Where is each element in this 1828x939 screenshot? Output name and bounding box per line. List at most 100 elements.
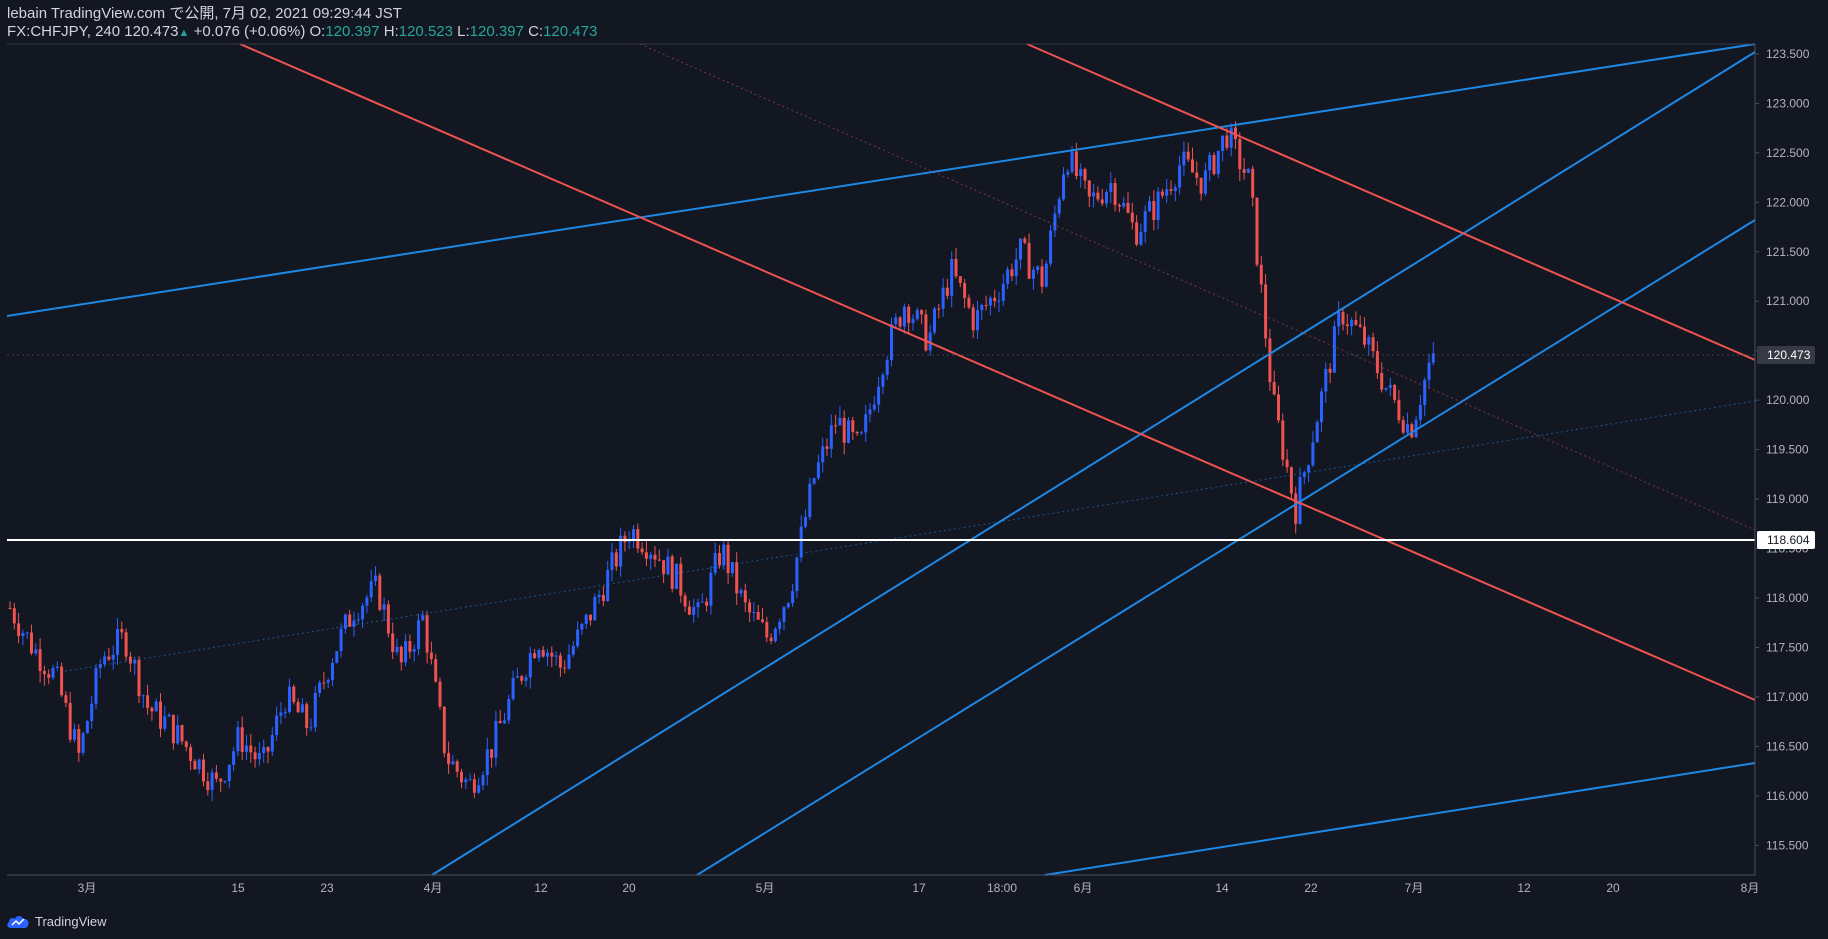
candle-body (550, 652, 554, 657)
candles (8, 121, 1435, 802)
candle-body (206, 781, 210, 791)
candle-body (42, 670, 46, 675)
candle-body (296, 702, 300, 713)
x-tick-label: 7月 (1405, 881, 1424, 895)
symbol[interactable]: FX:CHFJPY, 240 (7, 23, 121, 40)
candle-body (644, 552, 648, 559)
candle-body (988, 297, 992, 306)
candle-body (275, 715, 279, 735)
candle-body (12, 608, 16, 624)
trendline-red-upper[interactable] (1026, 43, 1756, 361)
candle-body (103, 656, 107, 665)
candle-body (1234, 127, 1237, 140)
candle-body (511, 677, 515, 700)
candle-body (1117, 204, 1121, 207)
trendline-blue-top[interactable] (6, 43, 1756, 317)
trendline-red-lower[interactable] (239, 43, 1756, 701)
candle-body (687, 606, 691, 615)
candle-body (752, 611, 756, 613)
candle-body (941, 287, 945, 309)
candle-body (834, 425, 838, 427)
candle-body (881, 374, 885, 387)
candle-body (662, 560, 666, 575)
candle-body (928, 332, 932, 351)
candle-body (679, 563, 683, 596)
candle-body (171, 714, 175, 744)
candle-body (1165, 189, 1169, 196)
candle-body (1298, 476, 1302, 524)
candle-body (1281, 420, 1285, 460)
trendline-blue-middle[interactable] (431, 51, 1756, 876)
candle-body (864, 414, 868, 433)
candle-body (902, 306, 906, 327)
candle-body (507, 699, 511, 721)
candle-body (666, 556, 670, 575)
candle-body (795, 557, 799, 592)
candle-body (1135, 222, 1139, 245)
candle-body (696, 602, 700, 608)
candle-body (1393, 384, 1397, 400)
candle-body (399, 646, 403, 663)
trendline-blue-lower[interactable] (696, 219, 1756, 876)
candle-body (451, 761, 455, 765)
candle-body (825, 446, 829, 449)
candle-body (150, 707, 154, 712)
candle-body (675, 563, 678, 589)
candle-body (842, 417, 846, 443)
trendline-blue-bottom[interactable] (1044, 762, 1756, 876)
candle-body (761, 619, 764, 622)
candle-body (1122, 202, 1126, 207)
candle-body (21, 632, 25, 637)
time-axis[interactable]: 3月 15 23 4月 12 20 5月 17 18:00 6月 14 22 7月 12 20 8月 (78, 881, 1760, 895)
candle-body (1062, 174, 1065, 200)
candle-body (1083, 169, 1087, 181)
x-tick-label: 20 (622, 881, 636, 895)
candle-body (1320, 391, 1323, 423)
candle-body (64, 695, 68, 703)
candle-body (1113, 183, 1117, 205)
candle-body (159, 701, 162, 729)
candle-body (1345, 324, 1349, 327)
candle-body (554, 655, 558, 657)
candle-body (464, 779, 468, 783)
x-tick-label: 8月 (1741, 881, 1760, 895)
candle-body (1221, 135, 1225, 151)
low-value: 120.397 (469, 23, 524, 40)
y-tick-label: 119.500 (1766, 443, 1809, 457)
tradingview-brand[interactable]: TradingView (6, 914, 107, 929)
candle-body (1431, 353, 1435, 363)
publish-line: lebain TradingView.com で公開, 7月 02, 2021 … (7, 5, 402, 22)
candle-body (227, 764, 231, 782)
candle-body (335, 651, 339, 663)
candle-body (1208, 154, 1212, 171)
candle-body (447, 753, 451, 765)
tradingview-cloud-icon (7, 916, 29, 928)
candle-body (773, 628, 777, 642)
candle-body (292, 686, 296, 703)
candle-body (1238, 139, 1242, 170)
candle-body (369, 581, 373, 598)
x-tick-label: 18:00 (987, 881, 1017, 895)
candle-body (541, 650, 545, 657)
candle-body (1380, 372, 1384, 390)
candle-body (382, 604, 386, 610)
candle-body (51, 667, 55, 678)
candle-body (240, 727, 244, 752)
candle-body (709, 572, 713, 606)
candle-body (589, 614, 592, 621)
candle-body (141, 695, 145, 697)
candle-body (352, 620, 356, 627)
candle-body (331, 662, 334, 681)
candle-body (640, 548, 644, 553)
candle-body (576, 629, 580, 647)
candle-body (649, 554, 653, 559)
candle-body (1053, 213, 1057, 231)
candle-body (967, 297, 971, 308)
candle-body (1044, 263, 1048, 287)
candle-body (782, 607, 786, 622)
candle-body (524, 677, 528, 681)
candle-body (1066, 171, 1070, 175)
candle-body (623, 535, 627, 543)
candle-body (868, 409, 872, 415)
